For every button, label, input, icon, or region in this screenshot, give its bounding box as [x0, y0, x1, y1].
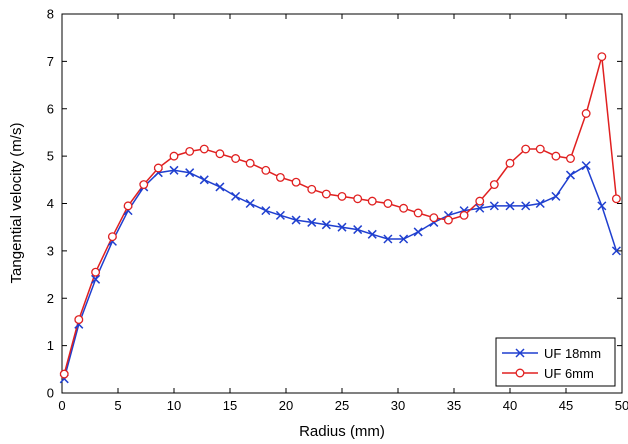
data-point	[429, 213, 439, 223]
y-tick-label: 2	[47, 291, 54, 306]
data-point	[139, 180, 149, 189]
x-tick-label: 5	[114, 398, 121, 413]
legend-marker	[515, 368, 525, 378]
series-markers	[59, 52, 621, 384]
legend-box	[495, 337, 616, 387]
y-axis-ticks: 0 1 2 3 4 5 6 7 8	[47, 7, 622, 401]
y-tick-label: 3	[47, 243, 54, 258]
data-point	[291, 177, 301, 187]
data-point	[321, 189, 331, 199]
data-point	[551, 191, 561, 201]
data-point	[337, 222, 347, 232]
y-tick-label: 1	[47, 338, 54, 353]
data-point	[291, 215, 301, 225]
data-point	[215, 182, 225, 192]
data-point	[185, 146, 195, 156]
data-point	[367, 229, 377, 239]
y-tick-label: 4	[47, 196, 54, 211]
data-point	[169, 151, 179, 161]
data-point	[199, 144, 209, 154]
data-point	[597, 201, 607, 211]
data-point	[443, 215, 453, 225]
data-point	[459, 210, 469, 220]
legend-label-uf-18mm: UF 18mm	[544, 346, 601, 361]
y-tick-label: 8	[47, 7, 54, 22]
data-point	[475, 196, 485, 206]
data-point	[521, 201, 531, 211]
y-tick-label: 5	[47, 149, 54, 164]
data-point	[475, 203, 485, 213]
data-point	[505, 201, 515, 211]
data-point	[535, 198, 545, 209]
legend-marker	[515, 348, 525, 358]
legend-label-uf-6mm: UF 6mm	[544, 366, 594, 381]
x-tick-label: 40	[503, 398, 517, 413]
data-point	[489, 180, 499, 189]
data-point	[337, 191, 347, 201]
x-tick-label: 45	[559, 398, 573, 413]
legend-marker-uf-6mm	[515, 368, 525, 378]
data-point	[123, 201, 133, 211]
data-point	[353, 194, 363, 204]
data-point	[566, 154, 575, 163]
data-point	[91, 274, 101, 284]
data-point	[199, 175, 209, 185]
data-point	[107, 232, 117, 242]
data-point	[91, 267, 101, 277]
data-point	[535, 144, 545, 154]
x-tick-label: 50	[615, 398, 628, 413]
data-point	[367, 196, 377, 206]
x-tick-label: 35	[447, 398, 461, 413]
x-tick-label: 25	[335, 398, 349, 413]
x-tick-label: 0	[58, 398, 65, 413]
data-point	[581, 161, 591, 171]
data-point	[551, 151, 561, 161]
data-point	[321, 220, 331, 230]
data-point	[245, 158, 255, 168]
data-point	[383, 199, 393, 208]
data-point	[611, 246, 621, 256]
data-point	[307, 217, 317, 227]
data-point	[74, 315, 84, 325]
data-point	[59, 369, 69, 379]
data-point	[505, 158, 515, 168]
data-point	[231, 154, 241, 163]
y-tick-label: 0	[47, 386, 54, 401]
legend: UF 18mm UF 6mm	[495, 337, 616, 387]
legend-marker-uf-18mm	[515, 348, 525, 358]
x-axis-ticks: 0 5 10 15 20 25 30 35 40 45 50	[58, 14, 628, 413]
data-point	[399, 203, 409, 213]
x-axis-label: Radius (mm)	[299, 423, 385, 440]
data-point	[581, 109, 591, 118]
data-point	[399, 234, 409, 244]
data-point	[275, 172, 285, 182]
data-point	[413, 227, 423, 237]
y-axis-label: Tangential velocity (m/s)	[8, 123, 25, 284]
data-point	[353, 225, 363, 235]
data-point	[215, 149, 225, 159]
data-point	[185, 168, 195, 178]
data-point	[489, 201, 499, 211]
data-point	[169, 165, 179, 175]
data-point	[275, 210, 285, 220]
data-point	[245, 198, 255, 209]
data-point	[261, 165, 271, 175]
data-point	[231, 191, 241, 201]
x-tick-label: 15	[223, 398, 237, 413]
data-point	[261, 206, 271, 216]
x-tick-label: 30	[391, 398, 405, 413]
x-tick-label: 10	[167, 398, 181, 413]
data-point	[521, 144, 531, 154]
y-tick-label: 6	[47, 101, 54, 116]
data-point	[611, 194, 621, 204]
x-tick-label: 20	[279, 398, 293, 413]
data-point	[565, 170, 576, 180]
data-point	[153, 163, 163, 173]
data-point	[597, 52, 607, 62]
data-point	[307, 184, 317, 194]
y-tick-label: 7	[47, 54, 54, 69]
data-point	[413, 208, 423, 218]
data-point	[383, 234, 393, 244]
